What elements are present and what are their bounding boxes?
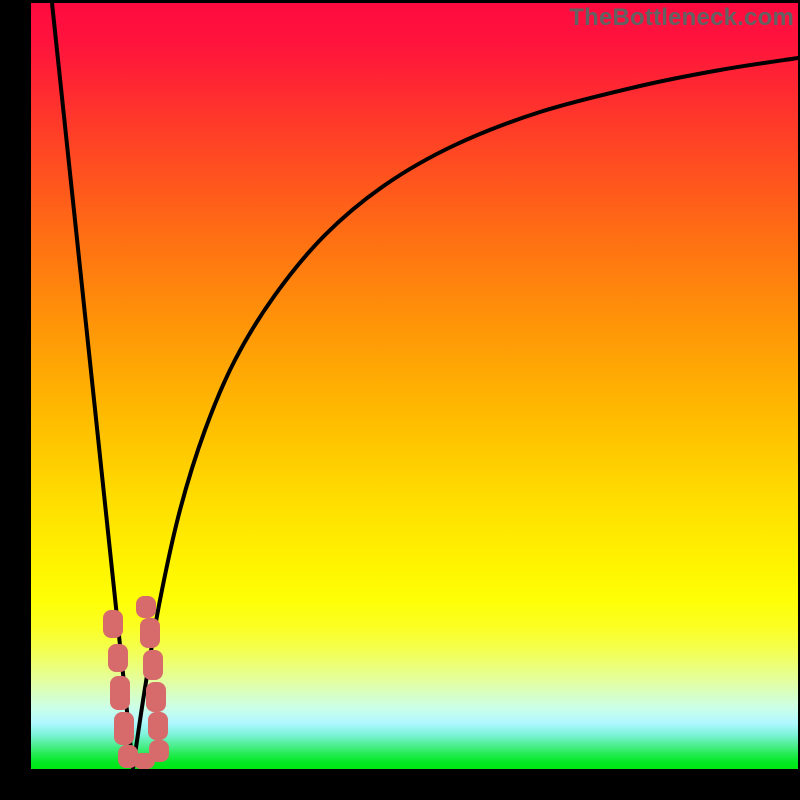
curve-marker <box>114 712 134 745</box>
curve-marker <box>143 650 163 680</box>
curve-marker <box>148 712 168 740</box>
curve-marker <box>136 596 156 618</box>
curve-marker <box>149 740 169 762</box>
curve-marker <box>146 682 166 712</box>
curve-marker <box>108 644 128 672</box>
curve-marker <box>103 610 123 638</box>
curve-marker <box>140 618 160 648</box>
right-curve <box>133 58 798 768</box>
curve-marker <box>110 676 130 710</box>
